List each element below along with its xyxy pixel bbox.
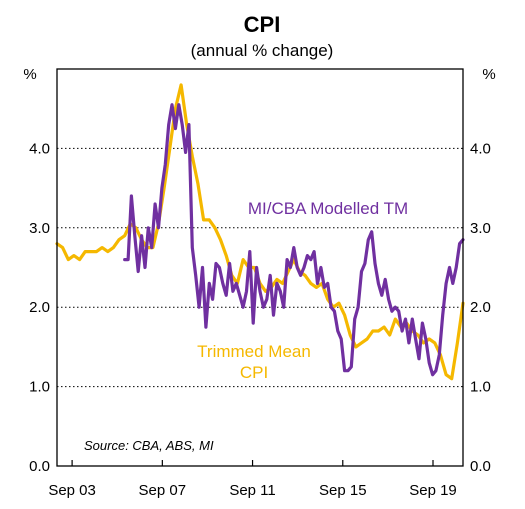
series-label-trimmed-mean-line2: CPI	[240, 363, 268, 382]
y-tick-label-right: 1.0	[470, 379, 491, 396]
x-tick-label: Sep 07	[139, 482, 187, 499]
y-unit-left: %	[23, 66, 36, 83]
series-label-modelled-tm: MI/CBA Modelled TM	[248, 199, 408, 218]
y-tick-label-right: 4.0	[470, 140, 491, 157]
plot-frame	[56, 68, 464, 467]
x-tick-label: Sep 15	[319, 482, 367, 499]
y-axis-left: 0.0 1.0 2.0 3.0 4.0	[29, 140, 50, 475]
x-tick-label: Sep 11	[229, 482, 275, 499]
series-line-trimmed-mean-cpi	[55, 83, 465, 381]
chart-title: CPI	[244, 12, 281, 37]
chart-subtitle: (annual % change)	[191, 41, 334, 60]
x-axis: Sep 03 Sep 07 Sep 11 Sep 15 Sep 19	[48, 460, 457, 499]
y-unit-right: %	[482, 66, 495, 83]
y-tick-label-left: 0.0	[29, 458, 50, 475]
source-note: Source: CBA, ABS, MI	[84, 438, 214, 453]
x-tick-label: Sep 03	[48, 482, 96, 499]
series-lines	[55, 83, 465, 381]
y-axis-right: 0.0 1.0 2.0 3.0 4.0	[470, 140, 491, 475]
y-tick-label-left: 1.0	[29, 379, 50, 396]
y-tick-label-right: 3.0	[470, 220, 491, 237]
y-tick-label-left: 4.0	[29, 140, 50, 157]
y-tick-label-right: 2.0	[470, 299, 491, 316]
x-tick-label: Sep 19	[409, 482, 457, 499]
series-label-trimmed-mean-line1: Trimmed Mean	[197, 342, 311, 361]
y-tick-label-left: 3.0	[29, 220, 50, 237]
series-line-modelled-tm	[123, 103, 465, 377]
y-tick-label-right: 0.0	[470, 458, 491, 475]
y-tick-label-left: 2.0	[29, 299, 50, 316]
